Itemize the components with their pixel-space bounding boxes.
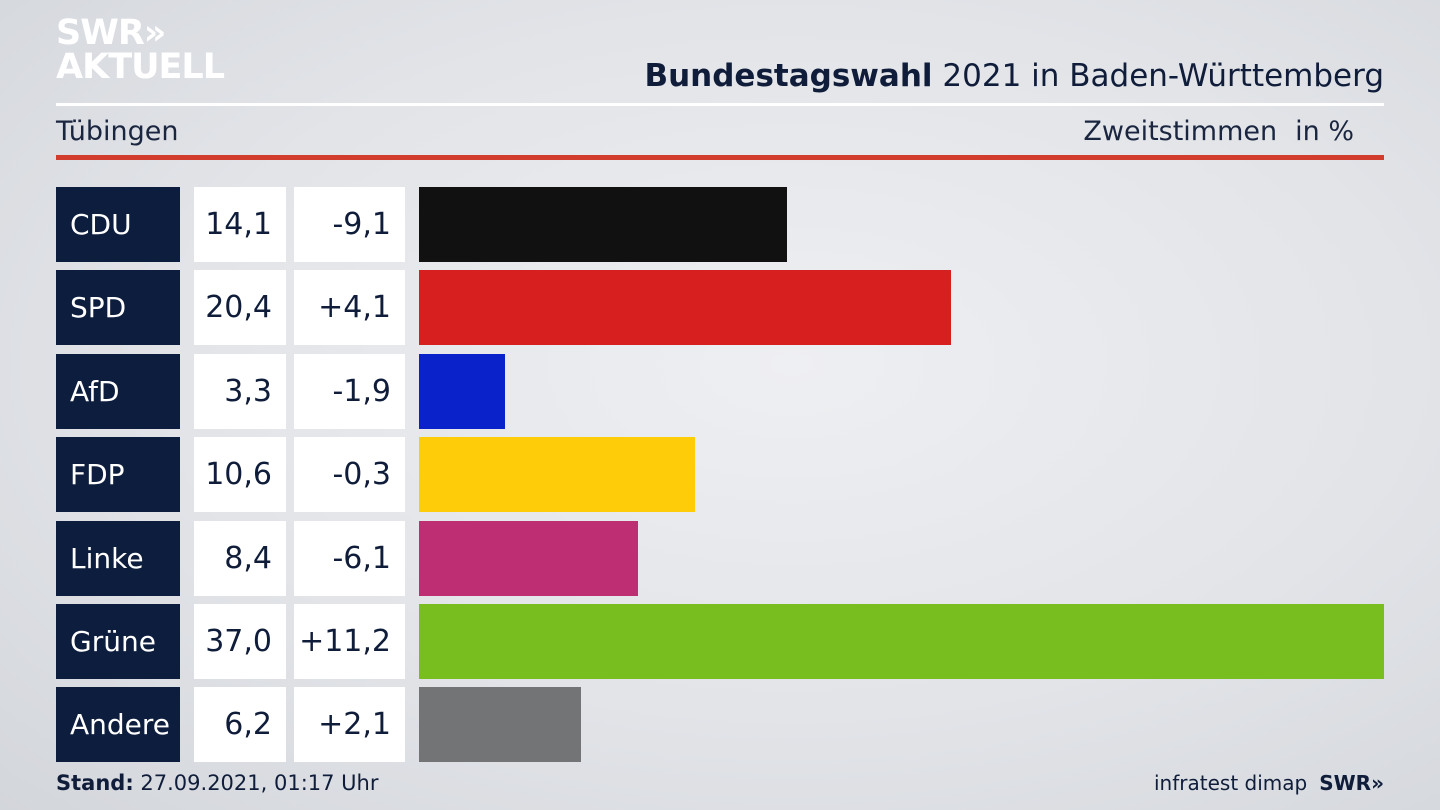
metric-name: Zweitstimmen bbox=[1083, 116, 1278, 147]
source-label: infratest dimap bbox=[1154, 771, 1308, 795]
logo-line-2: AKTUELL bbox=[56, 47, 225, 87]
value-label: 3,3 bbox=[194, 353, 286, 429]
bar-linke bbox=[419, 520, 638, 596]
diff-label: +4,1 bbox=[294, 270, 405, 346]
value-label: 10,6 bbox=[194, 437, 286, 513]
party-label: SPD bbox=[56, 270, 180, 346]
party-label: CDU bbox=[56, 187, 180, 262]
stand-value: 27.09.2021, 01:17 Uhr bbox=[133, 771, 379, 795]
diff-label: -6,1 bbox=[294, 520, 405, 596]
value-label: 14,1 bbox=[194, 187, 286, 262]
result-row: Grüne 37,0 +11,2 bbox=[0, 604, 1440, 679]
party-label: Grüne bbox=[56, 604, 180, 679]
swr-aktuell-logo: SWR» AKTUELL bbox=[56, 13, 225, 87]
swr-footer-logo: SWR» bbox=[1319, 771, 1384, 795]
party-label: Linke bbox=[56, 520, 180, 596]
header-divider bbox=[56, 103, 1384, 106]
accent-divider bbox=[56, 155, 1384, 160]
party-label: AfD bbox=[56, 353, 180, 429]
timestamp: Stand: 27.09.2021, 01:17 Uhr bbox=[56, 771, 379, 795]
unit-label: in % bbox=[1295, 116, 1354, 147]
result-row: SPD 20,4 +4,1 bbox=[0, 270, 1440, 346]
title-bold: Bundestagswahl bbox=[644, 58, 933, 94]
result-row: Linke 8,4 -6,1 bbox=[0, 520, 1440, 596]
diff-label: -1,9 bbox=[294, 353, 405, 429]
logo-line-1: SWR» bbox=[56, 13, 166, 53]
bar-andere bbox=[419, 687, 581, 763]
diff-label: -9,1 bbox=[294, 187, 405, 262]
title-rest: 2021 in Baden-Württemberg bbox=[932, 58, 1384, 94]
value-label: 20,4 bbox=[194, 270, 286, 346]
value-label: 37,0 bbox=[194, 604, 286, 679]
stand-label: Stand: bbox=[56, 771, 134, 795]
party-label: FDP bbox=[56, 437, 180, 513]
result-row: AfD 3,3 -1,9 bbox=[0, 353, 1440, 429]
page-title: Bundestagswahl 2021 in Baden-Württemberg bbox=[644, 58, 1384, 94]
result-row: Andere 6,2 +2,1 bbox=[0, 687, 1440, 763]
bar-grüne bbox=[419, 604, 1384, 679]
metric-label: Zweitstimmen in % bbox=[1083, 116, 1354, 147]
diff-label: -0,3 bbox=[294, 437, 405, 513]
bar-spd bbox=[419, 270, 951, 346]
value-label: 8,4 bbox=[194, 520, 286, 596]
diff-label: +11,2 bbox=[294, 604, 405, 679]
diff-label: +2,1 bbox=[294, 687, 405, 763]
region-label: Tübingen bbox=[56, 116, 179, 147]
party-label: Andere bbox=[56, 687, 180, 763]
result-row: FDP 10,6 -0,3 bbox=[0, 437, 1440, 513]
source-credit: infratest dimap SWR» bbox=[1154, 771, 1384, 795]
bar-afd bbox=[419, 353, 505, 429]
bar-cdu bbox=[419, 187, 787, 262]
value-label: 6,2 bbox=[194, 687, 286, 763]
result-row: CDU 14,1 -9,1 bbox=[0, 187, 1440, 262]
bar-fdp bbox=[419, 437, 695, 513]
